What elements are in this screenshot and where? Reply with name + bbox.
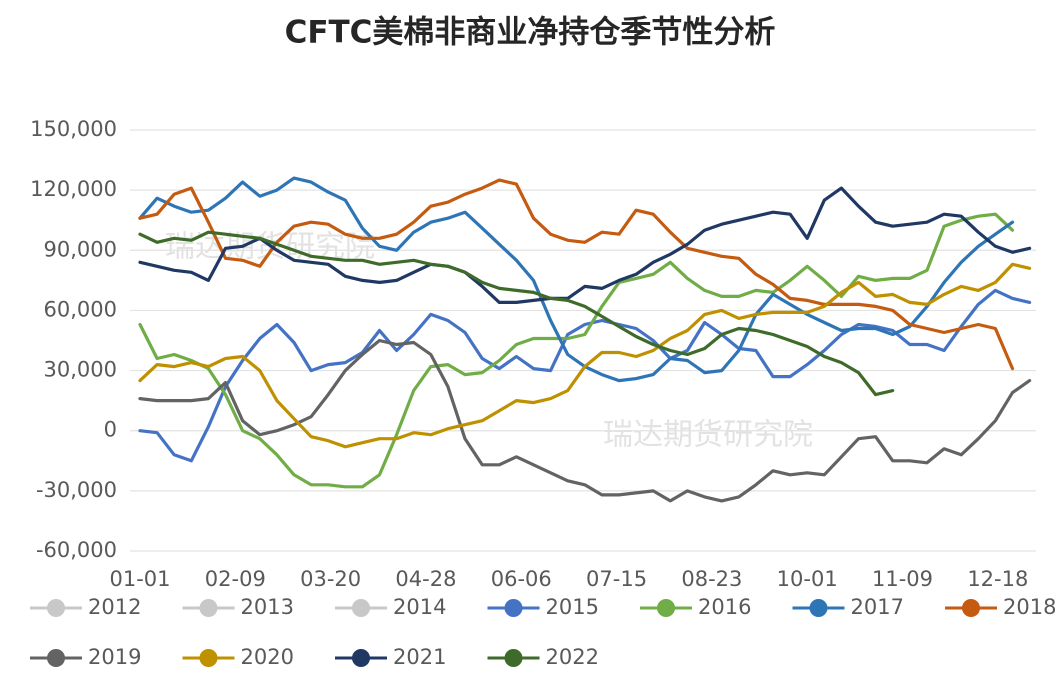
legend-item: 2013 <box>182 595 294 619</box>
legend-marker <box>809 599 828 617</box>
legend-label: 2021 <box>393 645 446 669</box>
legend-marker <box>47 599 65 617</box>
y-tick-label: 0 <box>104 418 117 442</box>
x-tick-label: 08-23 <box>681 567 742 591</box>
series-line <box>138 212 1015 489</box>
legend-item: 2020 <box>182 645 294 669</box>
legend-label: 2017 <box>851 595 904 619</box>
legend-label: 2020 <box>241 645 294 669</box>
y-tick-label: 90,000 <box>44 237 117 261</box>
legend-item: 2016 <box>640 595 751 619</box>
legend-label: 2016 <box>698 595 751 619</box>
legend-label: 2013 <box>241 595 294 619</box>
legend-marker <box>199 599 218 617</box>
series-line <box>138 288 1032 463</box>
y-tick-label: -30,000 <box>36 478 117 502</box>
x-tick-label: 10-01 <box>777 567 838 591</box>
legend-item: 2021 <box>335 645 446 669</box>
watermark: 瑞达期货研究院 <box>603 418 813 453</box>
x-tick-label: 04-28 <box>395 567 456 591</box>
legend-label: 2015 <box>546 595 599 619</box>
y-tick-label: -60,000 <box>36 538 117 562</box>
legend-item: 2017 <box>792 595 904 619</box>
x-tick-label: 11-09 <box>872 567 933 591</box>
y-tick-label: 150,000 <box>30 117 117 141</box>
x-tick-label: 03-20 <box>300 567 361 591</box>
series-line <box>138 338 1032 503</box>
legend-label: 2019 <box>88 645 141 669</box>
legend-item: 2018 <box>945 595 1056 619</box>
x-tick-label: 06-06 <box>491 567 552 591</box>
legend-label: 2014 <box>393 595 446 619</box>
legend-marker <box>504 599 523 617</box>
x-tick-label: 07-15 <box>586 567 647 591</box>
x-tick-label: 01-01 <box>109 567 170 591</box>
legend-item: 2022 <box>487 645 599 669</box>
series-line <box>138 230 895 397</box>
series-line <box>138 178 1015 371</box>
y-tick-label: 60,000 <box>44 297 117 321</box>
y-tick-label: 120,000 <box>30 177 117 201</box>
chart-title: CFTC美棉非商业净持仓季节性分析 <box>285 15 776 51</box>
legend-item: 2015 <box>487 595 599 619</box>
legend-label: 2022 <box>546 645 599 669</box>
series-line <box>138 262 1032 449</box>
legend-marker <box>352 649 370 667</box>
series-line <box>138 186 1032 304</box>
legend-marker <box>504 649 523 667</box>
legend-marker <box>47 649 65 667</box>
legend-marker <box>199 649 218 667</box>
x-tick-label: 12-18 <box>967 567 1028 591</box>
legend-marker <box>657 599 675 617</box>
legend-label: 2012 <box>88 595 141 619</box>
legend-item: 2014 <box>335 595 446 619</box>
legend-marker <box>352 599 370 617</box>
x-tick-label: 02-09 <box>205 567 266 591</box>
series-line <box>138 176 1015 383</box>
legend-label: 2018 <box>1003 595 1056 619</box>
legend-item: 2019 <box>30 645 141 669</box>
legend-marker <box>962 599 980 617</box>
y-tick-label: 30,000 <box>44 358 117 382</box>
legend-item: 2012 <box>30 595 141 619</box>
